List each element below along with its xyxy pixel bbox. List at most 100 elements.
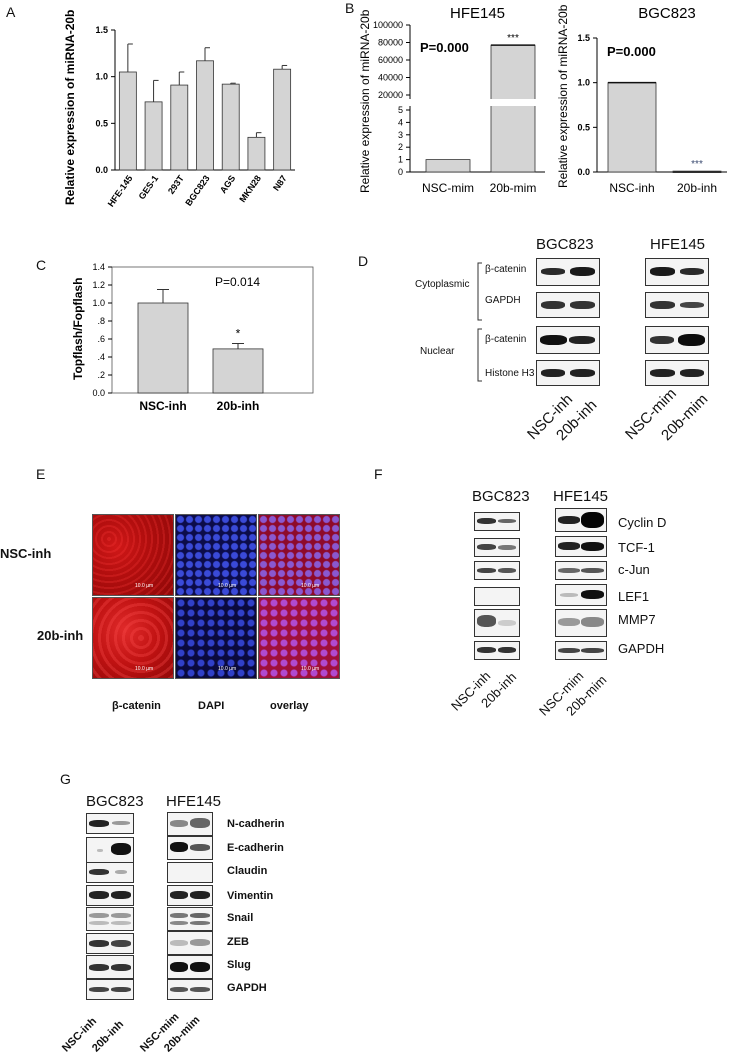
d-blot-bgc823-histone-h3 bbox=[536, 360, 600, 386]
f-blot-hfe145-lef1 bbox=[555, 584, 607, 606]
b1-y-tick-label: 20000 bbox=[378, 90, 403, 100]
f-blot-hfe145-gapdh bbox=[555, 641, 607, 660]
c-y-tick-label: 1.4 bbox=[92, 262, 105, 272]
b1-y-tick-label: 2 bbox=[398, 142, 403, 152]
e-scale-1: 10.0 µm bbox=[135, 583, 154, 589]
b1-significance: *** bbox=[507, 33, 519, 44]
g-blot-hfe145-slug bbox=[167, 955, 213, 979]
f-blot-bgc823-cjun bbox=[474, 561, 520, 580]
g-row-label-claudin: Claudin bbox=[227, 865, 268, 877]
b2-y-tick-label: 1.5 bbox=[577, 33, 590, 43]
d-blot-bgc823-beta-catenin-nuc bbox=[536, 326, 600, 354]
d-blot-hfe145-histone-h3 bbox=[645, 360, 709, 386]
g-row-label-slug: Slug bbox=[227, 959, 251, 971]
f-col-title-bgc823: BGC823 bbox=[472, 488, 530, 505]
b1-axis-break bbox=[402, 99, 547, 106]
b2-p-value: P=0.000 bbox=[607, 44, 656, 59]
g-blot-bgc823-claudin bbox=[86, 862, 134, 883]
a-x-tick-label: 293T bbox=[166, 173, 186, 196]
g-row-label-e-cadherin: E-cadherin bbox=[227, 842, 284, 854]
g-row-label-zeb: ZEB bbox=[227, 936, 249, 948]
f-col-title-hfe145: HFE145 bbox=[553, 488, 609, 505]
g-row-label-vimentin: Vimentin bbox=[227, 890, 274, 902]
a-bar bbox=[144, 101, 163, 171]
panel-label-b: B bbox=[345, 0, 355, 16]
d-bracket-cytoplasmic bbox=[477, 262, 482, 321]
a-x-tick-label: HFE-145 bbox=[106, 173, 135, 208]
g-blot-bgc823-zeb bbox=[86, 933, 134, 954]
e-image-nsc-inh-dapi bbox=[175, 514, 257, 596]
b2-x-tick-label: 20b-inh bbox=[677, 181, 717, 195]
g-blot-hfe145-n-cadherin bbox=[167, 812, 213, 836]
c-x-tick-label: NSC-inh bbox=[139, 399, 186, 413]
d-bracket-nuclear bbox=[477, 328, 482, 382]
d-blot-bgc823-gapdh bbox=[536, 292, 600, 318]
g-blot-bgc823-n-cadherin bbox=[86, 813, 134, 834]
b1-bar bbox=[490, 44, 536, 173]
c-p-value: P=0.014 bbox=[215, 275, 260, 289]
a-y-tick-label: 1.0 bbox=[95, 72, 108, 82]
b1-x-tick-label: 20b-mim bbox=[490, 181, 537, 195]
c-x-tick-label: 20b-inh bbox=[217, 399, 260, 413]
g-col-title-bgc823: BGC823 bbox=[86, 793, 144, 810]
g-blot-bgc823-vimentin bbox=[86, 885, 134, 906]
g-row-label-snail: Snail bbox=[227, 912, 254, 924]
d-row-label-beta-catenin-nuc: β-catenin bbox=[485, 334, 527, 345]
b2-y-tick-label: 1.0 bbox=[577, 78, 590, 88]
e-col-label-beta-catenin: β-catenin bbox=[112, 700, 161, 712]
b2-x-tick-label: NSC-inh bbox=[609, 181, 654, 195]
c-plot-frame bbox=[111, 266, 314, 394]
b1-y-tick-label: 40000 bbox=[378, 73, 403, 83]
c-y-tick-label: .2 bbox=[97, 370, 105, 380]
a-x-tick-label: BGC823 bbox=[183, 173, 211, 207]
b1-y-tick-label: 3 bbox=[398, 130, 403, 140]
e-row-label-20b-inh: 20b-inh bbox=[37, 628, 84, 643]
b1-y-tick-label: 5 bbox=[398, 105, 403, 115]
g-blot-bgc823-slug bbox=[86, 955, 134, 979]
a-x-tick-label: N87 bbox=[271, 173, 289, 192]
d-row-label-beta-catenin-cyto: β-catenin bbox=[485, 264, 527, 275]
chart-b-hfe145: HFE145 0 1 2 3 4 5 20000 40000 60000 80000 100000 **… bbox=[358, 5, 547, 195]
g-blot-bgc823-snail bbox=[86, 907, 134, 931]
a-bar bbox=[196, 60, 214, 171]
panel-label-c: C bbox=[36, 257, 47, 273]
f-blot-bgc823-mmp7 bbox=[474, 609, 520, 637]
panel-label-e: E bbox=[36, 466, 46, 482]
b1-p-value: P=0.000 bbox=[420, 40, 469, 55]
c-bar bbox=[212, 348, 264, 394]
e-col-label-dapi: DAPI bbox=[198, 700, 225, 712]
b1-y-tick-label: 0 bbox=[398, 167, 403, 177]
d-blot-hfe145-gapdh bbox=[645, 292, 709, 318]
g-blot-hfe145-gapdh bbox=[167, 979, 213, 1000]
a-bar bbox=[170, 84, 189, 171]
g-col-title-hfe145: HFE145 bbox=[166, 793, 222, 810]
g-blot-hfe145-zeb bbox=[167, 931, 213, 955]
b1-y-tick-label: 1 bbox=[398, 155, 403, 165]
g-blot-hfe145-claudin bbox=[167, 862, 213, 883]
f-row-label-cjun: c-Jun bbox=[618, 562, 650, 577]
f-blot-bgc823-tcf1 bbox=[474, 538, 520, 557]
g-blot-bgc823-gapdh bbox=[86, 979, 134, 1000]
a-y-tick-label: 1.5 bbox=[95, 25, 108, 35]
a-bar bbox=[118, 71, 137, 171]
chart-b-bgc823: BGC823 0.0 0.5 1.0 1.5 NSC-inh 20b-inh *** P=0.0… bbox=[556, 4, 727, 195]
d-blot-bgc823-beta-catenin-cyto bbox=[536, 258, 600, 286]
a-x-tick-label: MKN28 bbox=[237, 173, 263, 204]
f-row-label-cyclin-d: Cyclin D bbox=[618, 515, 667, 530]
f-row-label-tcf1: TCF-1 bbox=[618, 540, 655, 555]
d-row-label-gapdh: GAPDH bbox=[485, 295, 521, 306]
e-image-20b-inh-overlay bbox=[258, 597, 340, 679]
f-blot-hfe145-cyclin-d bbox=[555, 508, 607, 532]
e-scale-3: 10.0 µm bbox=[301, 583, 320, 589]
c-y-tick-label: .6 bbox=[97, 334, 105, 344]
b2-bar bbox=[607, 82, 657, 173]
e-col-label-overlay: overlay bbox=[270, 700, 309, 712]
c-y-tick-label: 1.0 bbox=[92, 298, 105, 308]
a-y-axis-label: Relative expression of miRNA-20b bbox=[63, 10, 77, 205]
d-col-title-hfe145: HFE145 bbox=[650, 236, 706, 253]
b1-y-tick-label: 4 bbox=[398, 117, 403, 127]
d-col-title-bgc823: BGC823 bbox=[536, 236, 594, 253]
c-bar bbox=[137, 302, 189, 394]
f-blot-bgc823-cyclin-d bbox=[474, 512, 520, 531]
f-blot-hfe145-tcf1 bbox=[555, 536, 607, 557]
